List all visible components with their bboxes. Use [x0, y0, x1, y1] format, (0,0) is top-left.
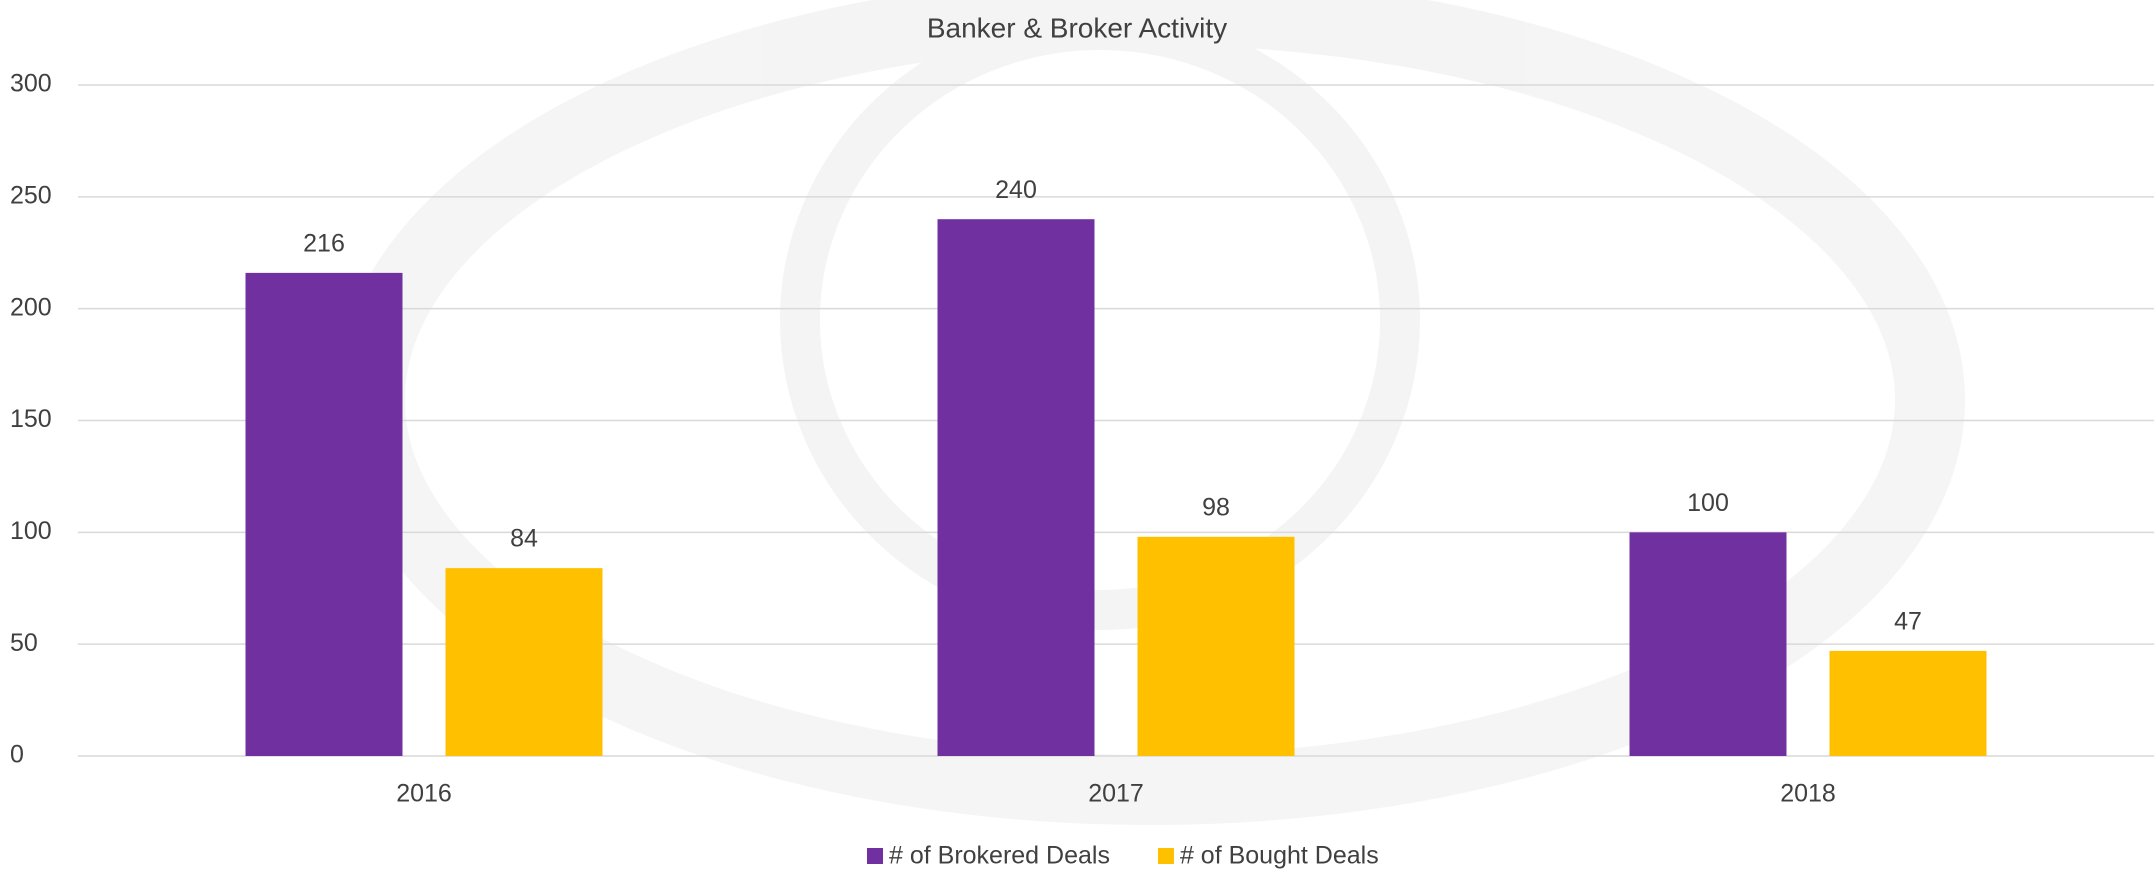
chart-title: Banker & Broker Activity [927, 12, 1227, 43]
x-tick-label: 2018 [1780, 780, 1836, 808]
bar [245, 272, 403, 756]
legend-label: # of Brokered Deals [889, 842, 1110, 870]
y-tick-label: 150 [10, 405, 52, 433]
legend-swatch [867, 848, 883, 864]
bar [1137, 536, 1295, 756]
y-tick-label: 50 [10, 629, 38, 657]
value-label: 84 [510, 525, 538, 553]
y-tick-label: 250 [10, 181, 52, 209]
bar [937, 219, 1095, 756]
value-label: 100 [1687, 489, 1729, 517]
bar [1829, 650, 1987, 756]
y-tick-label: 100 [10, 517, 52, 545]
value-label: 240 [995, 176, 1037, 204]
bar [445, 568, 603, 756]
value-label: 47 [1894, 607, 1922, 635]
y-tick-label: 200 [10, 293, 52, 321]
value-label: 98 [1202, 493, 1230, 521]
legend-swatch [1157, 848, 1174, 864]
x-tick-label: 2017 [1088, 780, 1144, 808]
y-tick-label: 0 [10, 741, 24, 769]
value-label: 216 [303, 229, 345, 257]
x-tick-label: 2016 [396, 780, 452, 808]
legend-label: # of Bought Deals [1180, 842, 1379, 870]
y-tick-label: 300 [10, 70, 52, 98]
bar [1629, 532, 1787, 756]
